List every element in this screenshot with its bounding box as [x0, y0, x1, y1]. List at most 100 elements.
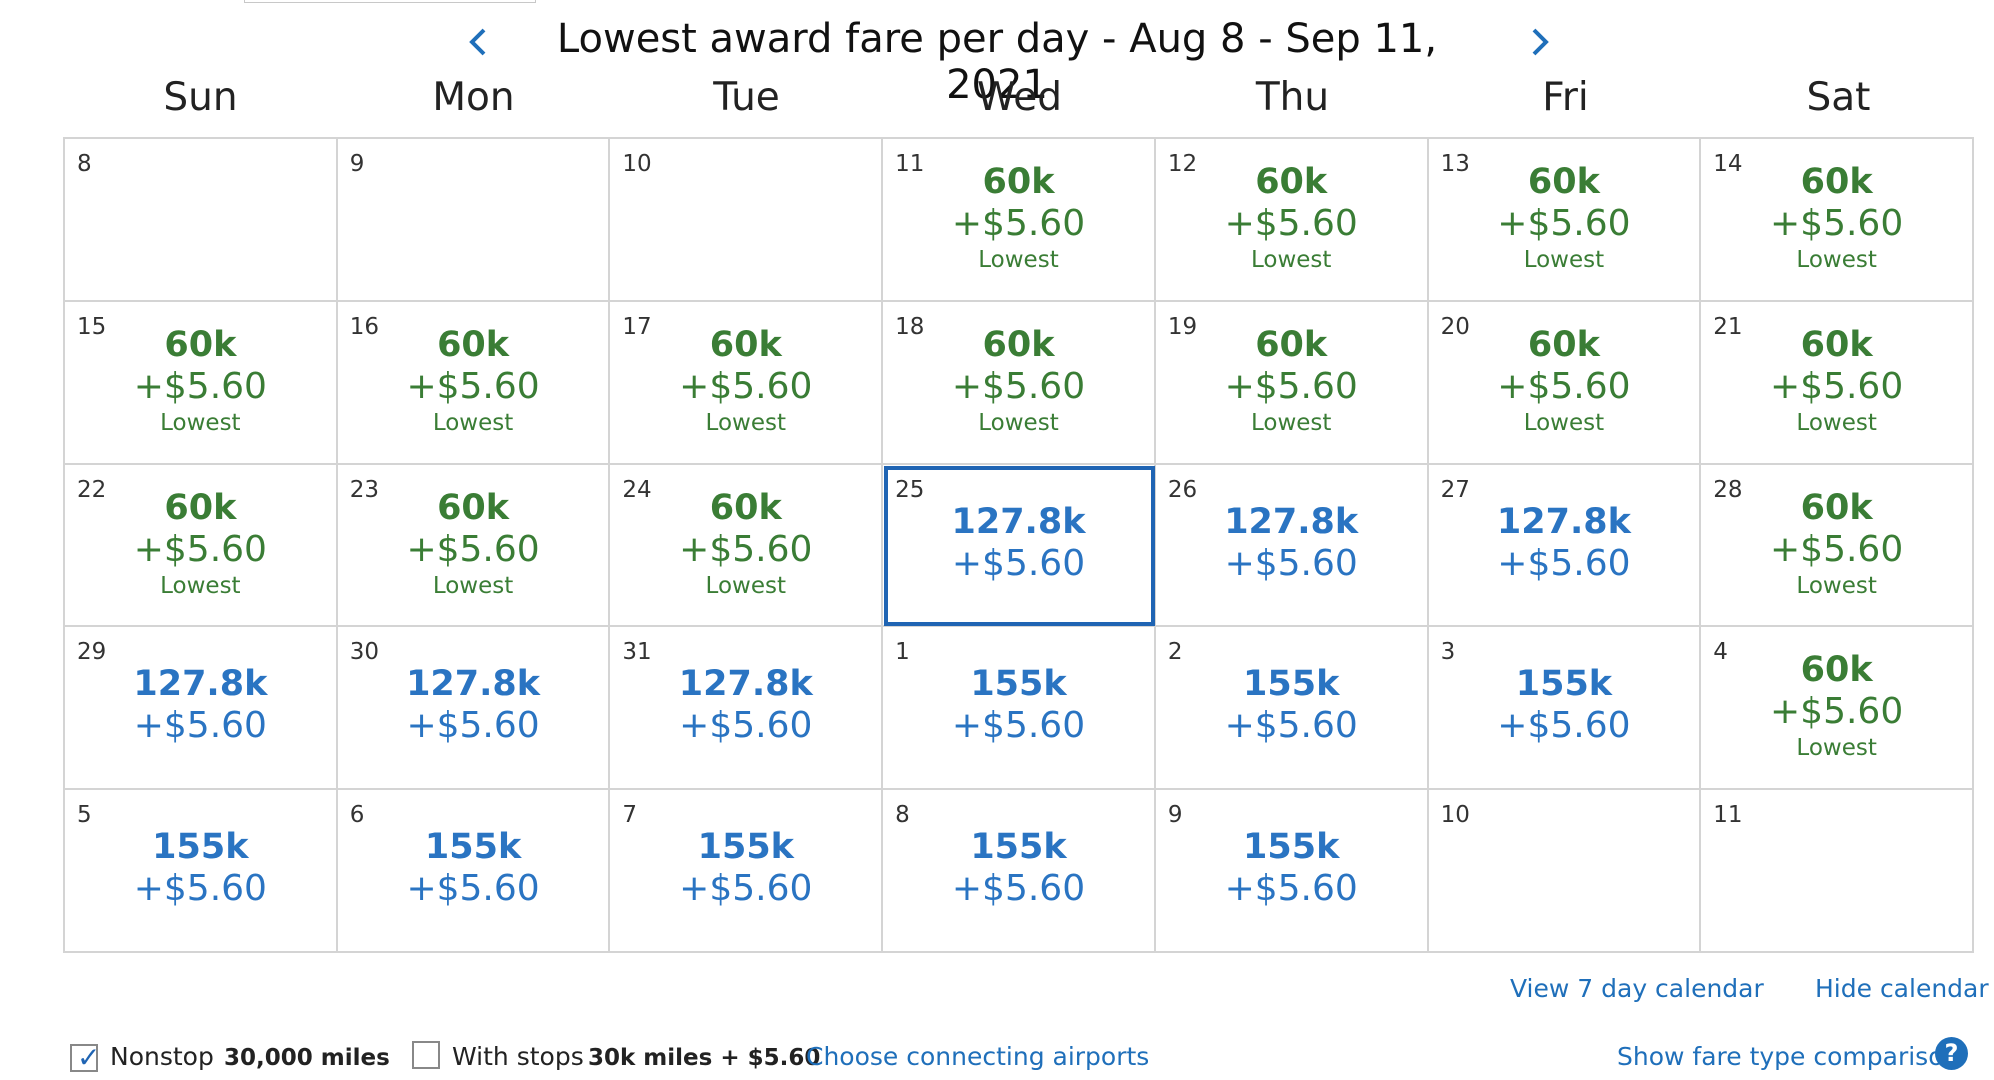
calendar-day-cell[interactable]: 5 155k +$5.60: [65, 790, 338, 953]
calendar-day-cell[interactable]: 22 60k +$5.60 Lowest: [65, 464, 338, 628]
day-number: 19: [1167, 313, 1198, 340]
calendar-day-cell[interactable]: 3 155k +$5.60: [1428, 627, 1702, 791]
calendar-header: Lowest award fare per day - Aug 8 - Sep …: [0, 10, 1994, 108]
fare-miles: 60k: [1800, 324, 1873, 365]
calendar-day-cell[interactable]: 17 60k +$5.60 Lowest: [610, 301, 884, 465]
fare-miles: 60k: [437, 324, 510, 365]
calendar-day-cell[interactable]: 14 60k +$5.60 Lowest: [1701, 139, 1974, 302]
calendar-day-cell[interactable]: 27 127.8k +$5.60: [1428, 464, 1702, 628]
calendar-day-cell[interactable]: 7 155k +$5.60: [610, 790, 884, 953]
calendar-day-cell[interactable]: 6 155k +$5.60: [337, 790, 611, 953]
fare-info: 155k +$5.60: [1429, 663, 1700, 747]
fare-taxes: +$5.60: [679, 528, 813, 570]
choose-connecting-airports-link[interactable]: Choose connecting airports: [806, 1042, 1150, 1071]
calendar-day-cell[interactable]: 28 60k +$5.60 Lowest: [1701, 464, 1974, 628]
calendar-day-cell[interactable]: 16 60k +$5.60 Lowest: [337, 301, 611, 465]
question-icon[interactable]: ?: [1935, 1037, 1968, 1070]
with-stops-checkbox[interactable]: [412, 1041, 440, 1069]
fare-miles: 155k: [1515, 664, 1613, 705]
checkmark-icon: ✓: [77, 1041, 101, 1074]
day-number: 17: [622, 313, 652, 340]
fare-info: 60k +$5.60 Lowest: [610, 324, 881, 438]
fare-miles: 127.8k: [1224, 501, 1359, 542]
calendar-day-cell[interactable]: 9: [337, 139, 611, 302]
lowest-fare-badge: Lowest: [1523, 247, 1605, 273]
fare-taxes: +$5.60: [406, 365, 540, 407]
day-number: 8: [77, 151, 92, 177]
fare-info: 155k +$5.60: [65, 826, 336, 910]
lowest-fare-badge: Lowest: [160, 409, 241, 436]
lowest-fare-badge: Lowest: [1523, 409, 1605, 436]
day-number: 11: [895, 151, 925, 177]
calendar-day-cell[interactable]: 8: [65, 139, 338, 302]
fare-miles: 60k: [1527, 162, 1600, 202]
calendar-day-cell[interactable]: 23 60k +$5.60 Lowest: [337, 464, 611, 628]
day-number: 22: [77, 476, 107, 503]
previous-range-button[interactable]: [458, 22, 498, 62]
calendar-day-cell[interactable]: 4 60k +$5.60 Lowest: [1701, 627, 1974, 791]
fare-taxes: +$5.60: [1770, 691, 1904, 733]
calendar-day-cell[interactable]: 8 155k +$5.60: [883, 790, 1156, 953]
fare-miles: 155k: [697, 827, 794, 868]
calendar-day-cell[interactable]: 21 60k +$5.60 Lowest: [1701, 301, 1974, 465]
nonstop-label: Nonstop: [110, 1042, 214, 1071]
calendar-day-cell[interactable]: 29 127.8k +$5.60: [65, 627, 338, 791]
show-fare-type-comparison-link[interactable]: Show fare type comparison: [1617, 1042, 1960, 1071]
calendar-day-cell[interactable]: 2 155k +$5.60: [1155, 627, 1429, 791]
fare-miles: 60k: [164, 324, 237, 365]
nonstop-checkbox[interactable]: ✓: [70, 1041, 101, 1074]
fare-miles: 155k: [970, 664, 1067, 705]
fare-info: 60k +$5.60 Lowest: [338, 487, 609, 601]
calendar-day-cell[interactable]: 11 60k +$5.60 Lowest: [883, 139, 1156, 302]
lowest-fare-badge: Lowest: [1250, 409, 1332, 436]
calendar-day-cell[interactable]: 10: [1428, 790, 1702, 953]
fare-info: 127.8k +$5.60: [1156, 501, 1427, 585]
fare-taxes: +$5.60: [951, 542, 1086, 584]
fare-miles: 60k: [1255, 162, 1328, 202]
day-number: 4: [1713, 639, 1728, 666]
fare-miles: 60k: [437, 487, 510, 528]
view-7-day-calendar-link[interactable]: View 7 day calendar: [1510, 974, 1764, 1003]
calendar-day-cell[interactable]: 10: [610, 139, 884, 302]
calendar-day-cell[interactable]: 1 155k +$5.60: [883, 627, 1156, 791]
calendar-day-cell[interactable]: 11: [1701, 790, 1974, 953]
calendar-day-cell[interactable]: 20 60k +$5.60 Lowest: [1428, 301, 1702, 465]
calendar-day-cell[interactable]: 18 60k +$5.60 Lowest: [883, 301, 1156, 465]
fare-taxes: +$5.60: [951, 365, 1086, 407]
fare-taxes: +$5.60: [1224, 203, 1358, 244]
fare-taxes: +$5.60: [1224, 868, 1358, 910]
calendar-day-cell[interactable]: 15 60k +$5.60 Lowest: [65, 301, 338, 465]
next-range-button[interactable]: [1520, 22, 1560, 62]
lowest-fare-badge: Lowest: [160, 572, 241, 599]
fare-info: 60k +$5.60 Lowest: [338, 324, 609, 438]
day-number: 24: [622, 476, 652, 503]
fare-info: 60k +$5.60 Lowest: [1701, 487, 1972, 601]
calendar-day-cell[interactable]: 30 127.8k +$5.60: [337, 627, 611, 791]
top-input-edge: [244, 0, 536, 3]
calendar-day-cell[interactable]: 13 60k +$5.60 Lowest: [1428, 139, 1702, 302]
calendar-day-cell[interactable]: 31 127.8k +$5.60: [610, 627, 884, 791]
day-number: 2: [1167, 639, 1183, 666]
fare-taxes: +$5.60: [1497, 705, 1631, 747]
fare-taxes: +$5.60: [951, 203, 1086, 244]
fare-info: 155k +$5.60: [338, 826, 609, 910]
fare-taxes: +$5.60: [1224, 542, 1358, 584]
day-number: 1: [895, 639, 910, 666]
fare-info: 155k +$5.60: [883, 826, 1154, 910]
fare-miles: 60k: [1527, 324, 1600, 365]
calendar-day-cell[interactable]: 25 127.8k +$5.60: [883, 464, 1156, 628]
hide-calendar-link[interactable]: Hide calendar: [1815, 974, 1989, 1003]
lowest-fare-badge: Lowest: [705, 409, 786, 436]
lowest-fare-badge: Lowest: [978, 409, 1059, 436]
calendar-day-cell[interactable]: 24 60k +$5.60 Lowest: [610, 464, 884, 628]
day-number: 9: [1167, 802, 1183, 829]
calendar-day-cell[interactable]: 9 155k +$5.60: [1155, 790, 1429, 953]
fare-miles: 60k: [1800, 650, 1873, 691]
fare-info: 60k +$5.60 Lowest: [1701, 324, 1972, 438]
day-number: 21: [1713, 313, 1743, 340]
calendar-day-cell[interactable]: 19 60k +$5.60 Lowest: [1155, 301, 1429, 465]
calendar-day-cell[interactable]: 26 127.8k +$5.60: [1155, 464, 1429, 628]
weekday-tue: Tue: [713, 75, 780, 120]
fare-info: 60k +$5.60 Lowest: [1156, 324, 1427, 438]
calendar-day-cell[interactable]: 12 60k +$5.60 Lowest: [1155, 139, 1429, 302]
